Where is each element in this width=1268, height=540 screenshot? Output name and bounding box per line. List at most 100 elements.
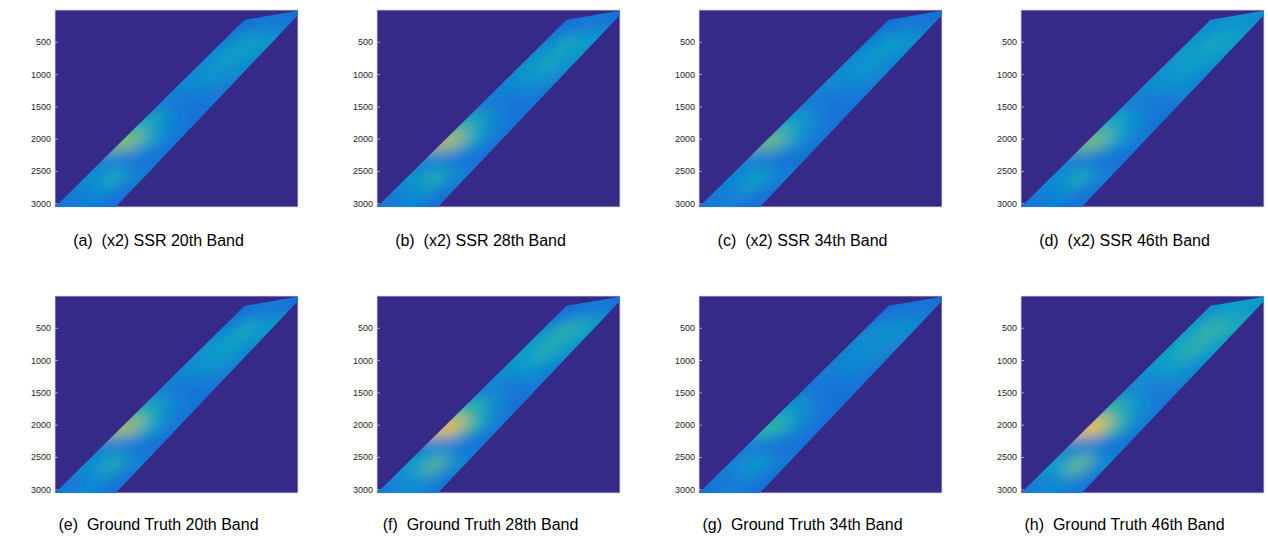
image-cell (758, 167, 815, 188)
image-cell (455, 433, 512, 454)
panel: 50010001500200025003000(d) (x2) SSR 46th… (984, 0, 1268, 249)
plot-area (377, 296, 620, 493)
y-tick (377, 171, 380, 172)
y-tick (699, 328, 702, 329)
panel-caption: (e) Ground Truth 20th Band (58, 516, 258, 533)
y-tick (55, 42, 58, 43)
y-tick-label: 1000 (675, 70, 695, 80)
image-cell (587, 10, 620, 33)
image-cell (133, 147, 190, 168)
y-tick (699, 139, 702, 140)
image-cells (699, 10, 942, 207)
y-tick (55, 489, 58, 490)
image-cell (399, 187, 475, 207)
image-cell (133, 433, 190, 454)
image-cell (77, 473, 153, 493)
image-cell (114, 167, 171, 188)
image-cell (909, 296, 942, 319)
y-tick (55, 360, 58, 361)
y-tick (1021, 42, 1024, 43)
y-tick-label: 2000 (675, 134, 695, 144)
y-tick-label: 3000 (353, 199, 373, 209)
y-tick (55, 106, 58, 107)
panel-caption: (f) Ground Truth 28th Band (383, 516, 579, 533)
y-tick (377, 42, 380, 43)
image-cell (796, 413, 853, 435)
image-cell (114, 453, 171, 474)
panel: 50010001500200025003000(h) Ground Truth … (984, 273, 1268, 533)
image-cell (152, 127, 209, 149)
y-tick (55, 171, 58, 172)
y-tick-label: 1500 (675, 102, 695, 112)
strip (55, 10, 298, 207)
image-cell (1118, 413, 1175, 435)
image-cell (777, 433, 834, 454)
y-tick (1021, 171, 1024, 172)
strip (699, 10, 942, 207)
y-tick-label: 500 (36, 323, 51, 333)
image-cell (721, 473, 797, 493)
y-tick-label: 1000 (31, 70, 51, 80)
y-tick (377, 489, 380, 490)
y-tick-label: 2500 (997, 166, 1017, 176)
image-cells (55, 296, 298, 493)
y-tick-label: 2500 (31, 166, 51, 176)
image-cell (1231, 10, 1264, 33)
image-cell (796, 127, 853, 149)
y-tick-label: 1000 (31, 356, 51, 366)
y-tick-label: 3000 (997, 199, 1017, 209)
y-tick-label: 1000 (675, 356, 695, 366)
y-tick (699, 360, 702, 361)
y-tick-label: 1500 (31, 388, 51, 398)
image-cell (1043, 187, 1119, 207)
panel-caption: (c) (x2) SSR 34th Band (718, 232, 888, 249)
plot-area (1021, 296, 1264, 493)
y-tick (699, 457, 702, 458)
image-cell (721, 187, 797, 207)
y-tick (1021, 139, 1024, 140)
y-tick (55, 139, 58, 140)
y-tick (377, 139, 380, 140)
image-cell (1080, 453, 1137, 474)
y-tick (699, 42, 702, 43)
y-tick (377, 203, 380, 204)
y-tick-label: 2000 (353, 134, 373, 144)
panel: 50010001500200025003000(b) (x2) SSR 28th… (340, 0, 661, 249)
panel: 50010001500200025003000(f) Ground Truth … (340, 273, 661, 533)
plot-area (55, 10, 298, 207)
y-tick (699, 106, 702, 107)
y-tick-label: 500 (358, 323, 373, 333)
y-tick (1021, 328, 1024, 329)
image-cell (77, 187, 153, 207)
y-tick-label: 2500 (997, 452, 1017, 462)
image-cell (436, 167, 493, 188)
image-cell (1080, 167, 1137, 188)
image-cell (474, 127, 531, 149)
y-tick (699, 171, 702, 172)
y-tick (55, 74, 58, 75)
y-tick-label: 1000 (997, 70, 1017, 80)
y-tick-label: 1500 (675, 388, 695, 398)
y-tick (377, 106, 380, 107)
image-cell (455, 147, 512, 168)
y-tick (377, 457, 380, 458)
plot-area (699, 296, 942, 493)
panel-caption: (g) Ground Truth 34th Band (702, 516, 902, 533)
y-tick-label: 1500 (353, 388, 373, 398)
y-tick (55, 425, 58, 426)
y-tick (55, 203, 58, 204)
image-cell (1099, 147, 1156, 168)
image-cell (1099, 433, 1156, 454)
y-tick-label: 2500 (353, 166, 373, 176)
y-tick (377, 360, 380, 361)
strip (699, 296, 942, 493)
y-tick (1021, 106, 1024, 107)
image-cells (1021, 10, 1264, 207)
panel-caption: (a) (x2) SSR 20th Band (73, 232, 244, 249)
y-tick-label: 2500 (675, 166, 695, 176)
y-tick (699, 392, 702, 393)
panel: 50010001500200025003000(c) (x2) SSR 34th… (662, 0, 983, 249)
y-tick (377, 74, 380, 75)
y-tick-label: 3000 (353, 485, 373, 495)
figure: 500 1000 1500 2000 2500 3000 (a) (x2) SSR 20th… (0, 0, 1268, 540)
